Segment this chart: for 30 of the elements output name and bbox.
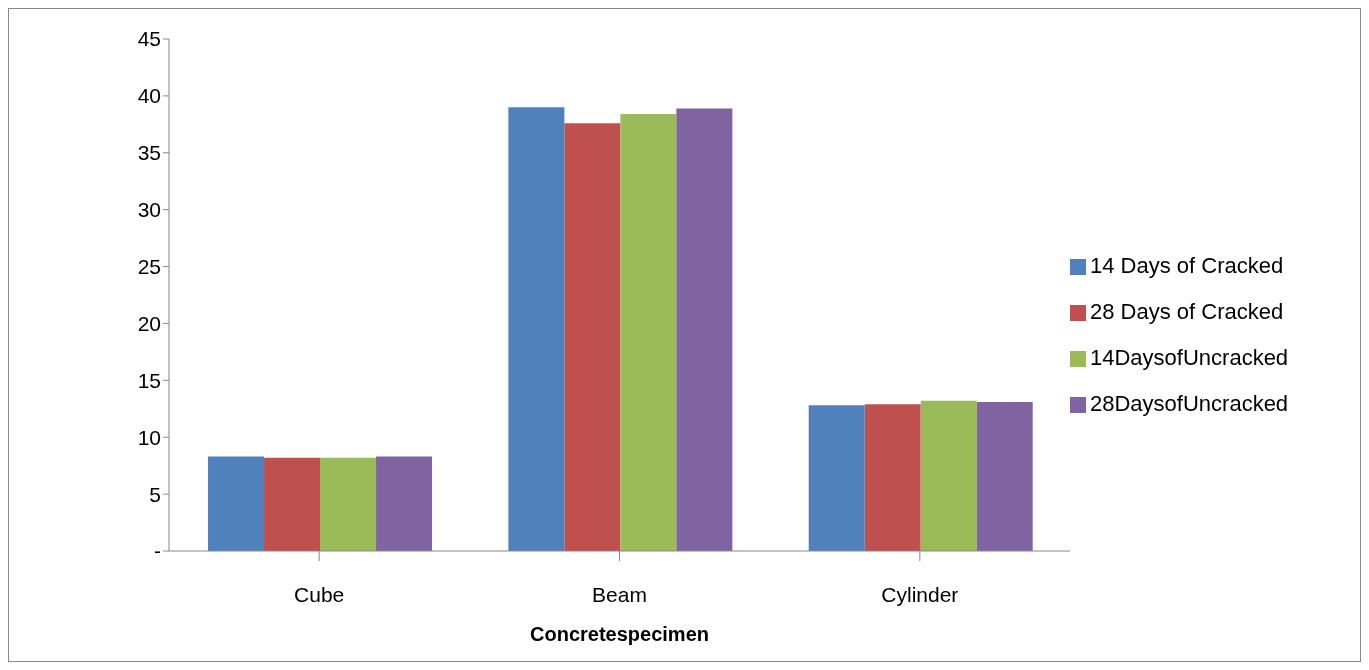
y-tick-label: 20 bbox=[137, 311, 161, 335]
bar bbox=[508, 107, 565, 551]
bar bbox=[620, 114, 677, 551]
y-tick-label: 45 bbox=[137, 27, 161, 51]
x-tick-label: Beam bbox=[592, 582, 647, 606]
bar bbox=[264, 457, 321, 551]
bar bbox=[376, 456, 433, 551]
x-axis-title: Concretespecimen bbox=[530, 623, 709, 645]
bar bbox=[564, 123, 621, 551]
y-tick-label: 30 bbox=[137, 198, 161, 222]
x-tick-label: Cube bbox=[294, 582, 345, 606]
y-tick-label: 5 bbox=[149, 482, 161, 506]
x-tick-label: Cylinder bbox=[881, 582, 959, 606]
legend-label: 28 Days of Cracked bbox=[1090, 299, 1284, 324]
bar bbox=[808, 405, 865, 551]
y-tick-label: 25 bbox=[137, 255, 161, 279]
y-tick-label: 15 bbox=[137, 368, 161, 392]
bar bbox=[320, 457, 377, 551]
y-tick-label: 10 bbox=[137, 425, 161, 449]
bar bbox=[208, 456, 265, 551]
y-tick-label: 35 bbox=[137, 141, 161, 165]
bar bbox=[976, 401, 1033, 551]
y-tick-label: 40 bbox=[137, 84, 161, 108]
legend-label: 14DaysofUncracked bbox=[1090, 345, 1289, 370]
legend-label: 28DaysofUncracked bbox=[1090, 391, 1289, 416]
bar bbox=[864, 404, 921, 551]
bar bbox=[676, 108, 733, 551]
bar bbox=[920, 400, 977, 551]
y-tick-label: - bbox=[154, 539, 161, 563]
legend-label: 14 Days of Cracked bbox=[1090, 253, 1284, 278]
